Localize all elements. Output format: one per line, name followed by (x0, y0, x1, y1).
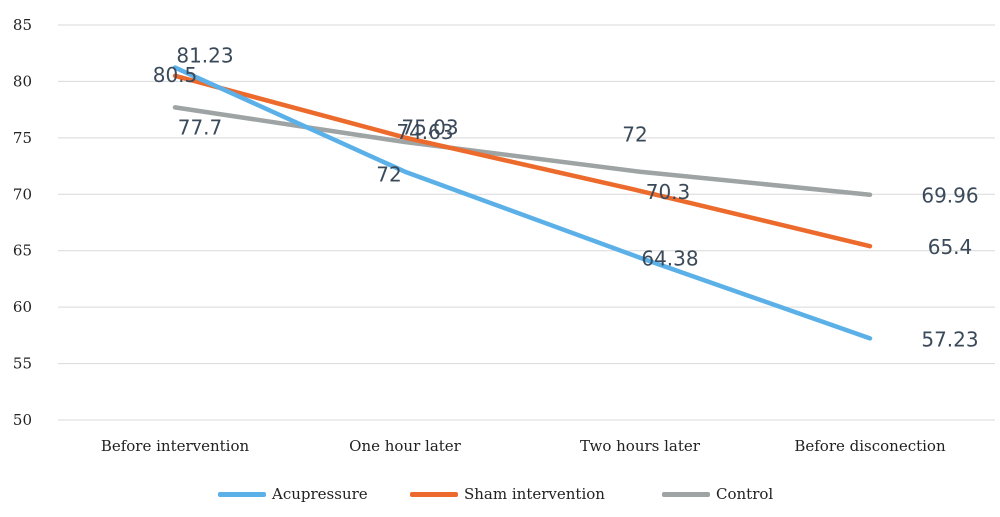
line-chart: 50 55 60 65 70 75 80 85 Before intervention One … (13, 16, 995, 455)
y-tick-label: 60 (13, 298, 32, 316)
legend-label-acupressure: Acupressure (272, 485, 368, 503)
y-tick-label: 50 (13, 411, 32, 429)
x-tick-label: Before disconection (794, 437, 946, 455)
data-label: 72 (376, 163, 401, 187)
data-label: 81.23 (176, 44, 233, 68)
legend-label-sham: Sham intervention (464, 485, 605, 503)
legend-swatch-control (662, 491, 710, 497)
data-label: 64.38 (641, 247, 698, 271)
gridlines (58, 24, 995, 421)
data-labels: 81.23 72 64.38 57.23 80.5 75.03 70.3 65.4 77.7 74… (153, 44, 979, 352)
x-axis-ticks: Before intervention One hour later Two hou… (101, 437, 946, 455)
series-line-acupressure (172, 65, 873, 341)
y-tick-label: 70 (13, 185, 32, 203)
legend-swatch-sham (410, 491, 458, 497)
x-tick-label: One hour later (349, 437, 462, 455)
data-label: 65.4 (928, 235, 973, 259)
y-tick-label: 55 (13, 355, 32, 373)
data-label: 75.03 (401, 116, 458, 140)
legend-swatch-acupressure (218, 491, 266, 497)
series-lines (172, 65, 873, 341)
y-axis-ticks: 50 55 60 65 70 75 80 85 (13, 16, 32, 429)
legend: Acupressure Sham intervention Control (0, 480, 1000, 508)
legend-label-control: Control (716, 485, 774, 503)
legend-item-sham-intervention: Sham intervention (410, 480, 605, 508)
y-tick-label: 65 (13, 242, 32, 260)
legend-item-control: Control (662, 480, 773, 508)
series-line-sham-intervention (172, 73, 873, 249)
data-label: 72 (622, 123, 647, 147)
data-label: 77.7 (178, 115, 223, 139)
data-label: 70.3 (646, 180, 691, 204)
data-label: 69.96 (921, 184, 978, 208)
series-line-control (172, 105, 873, 197)
y-tick-label: 80 (13, 72, 32, 90)
x-tick-label: Before intervention (101, 437, 250, 455)
x-tick-label: Two hours later (580, 437, 701, 455)
legend-item-acupressure: Acupressure (218, 480, 368, 508)
y-tick-label: 85 (13, 16, 32, 34)
data-label: 74.63 (396, 120, 453, 144)
data-label: 57.23 (921, 327, 978, 351)
y-tick-label: 75 (13, 129, 32, 147)
data-label: 80.5 (153, 63, 198, 87)
